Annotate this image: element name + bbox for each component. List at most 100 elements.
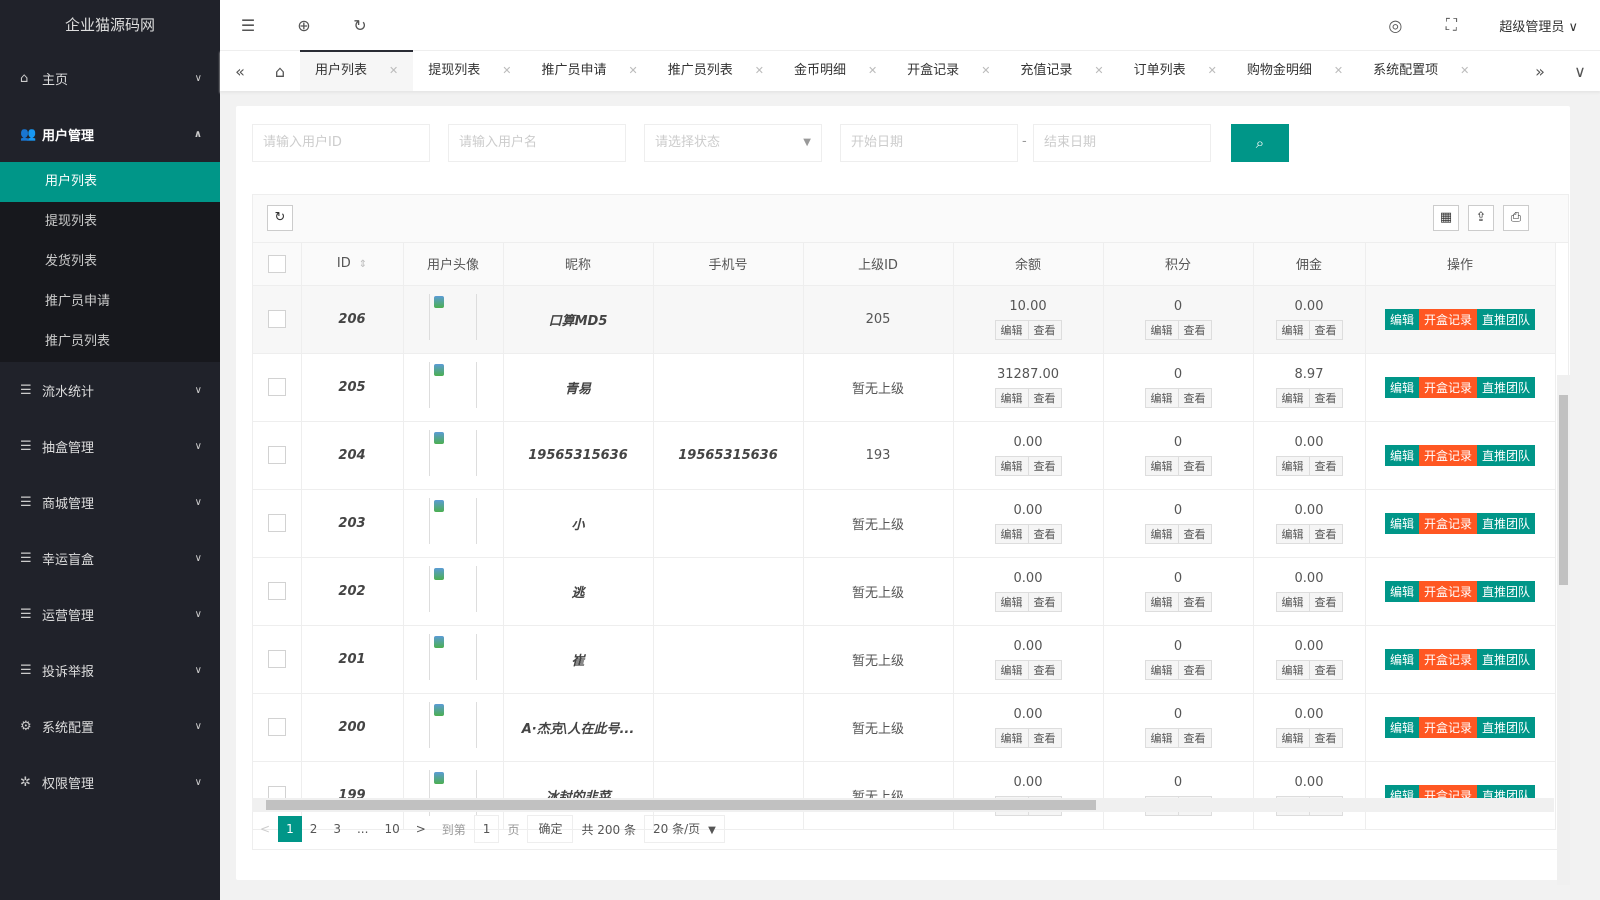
box-records-button[interactable]: 开盒记录 bbox=[1418, 580, 1477, 602]
edit-button[interactable]: 编辑 bbox=[1145, 456, 1178, 475]
sidebar-item[interactable]: ⚙ 系统配置 ∨ bbox=[20, 718, 202, 736]
edit-user-button[interactable]: 编辑 bbox=[1384, 716, 1419, 738]
box-records-button[interactable]: 开盒记录 bbox=[1418, 376, 1477, 398]
row-checkbox[interactable] bbox=[267, 650, 286, 668]
edit-button[interactable]: 编辑 bbox=[995, 456, 1028, 475]
tabs-menu-icon[interactable]: ∨ bbox=[1574, 61, 1586, 81]
confirm-button[interactable]: 确定 bbox=[527, 815, 574, 843]
tab[interactable]: 系统配置项 ✕ bbox=[1358, 51, 1484, 91]
vertical-scrollbar[interactable] bbox=[1557, 375, 1570, 885]
tabs-left-icon[interactable]: « bbox=[235, 61, 245, 81]
column-header[interactable]: ID ⇕ bbox=[301, 243, 404, 286]
view-button[interactable]: 查看 bbox=[1177, 388, 1211, 407]
user-id-input[interactable]: 请输入用户ID bbox=[252, 124, 430, 162]
edit-user-button[interactable]: 编辑 bbox=[1384, 648, 1419, 670]
view-button[interactable]: 查看 bbox=[1027, 320, 1061, 339]
view-button[interactable]: 查看 bbox=[1027, 456, 1061, 475]
export-icon[interactable]: ⇪ bbox=[1468, 205, 1494, 231]
close-icon[interactable]: ✕ bbox=[1333, 64, 1344, 77]
view-button[interactable]: 查看 bbox=[1027, 728, 1061, 747]
team-button[interactable]: 直推团队 bbox=[1477, 648, 1536, 670]
view-button[interactable]: 查看 bbox=[1177, 660, 1211, 679]
close-icon[interactable]: ✕ bbox=[389, 64, 399, 77]
close-icon[interactable]: ✕ bbox=[1207, 64, 1217, 77]
status-select[interactable]: 请选择状态 ▼ bbox=[644, 124, 822, 162]
submenu-item[interactable]: 提现列表 bbox=[45, 214, 98, 229]
box-records-button[interactable]: 开盒记录 bbox=[1418, 444, 1477, 466]
view-button[interactable]: 查看 bbox=[1177, 524, 1211, 543]
globe-icon[interactable]: ⊕ bbox=[297, 15, 311, 35]
tab[interactable]: 开盒记录 ✕ bbox=[892, 51, 1005, 91]
per-page-select[interactable]: 20 条/页 ▼ bbox=[644, 815, 725, 843]
edit-button[interactable]: 编辑 bbox=[995, 660, 1028, 679]
edit-button[interactable]: 编辑 bbox=[1145, 660, 1178, 679]
edit-button[interactable]: 编辑 bbox=[1276, 388, 1309, 407]
row-checkbox[interactable] bbox=[267, 378, 286, 396]
sidebar-item[interactable]: ☰ 抽盒管理 ∨ bbox=[20, 438, 202, 456]
view-button[interactable]: 查看 bbox=[1177, 320, 1211, 339]
view-button[interactable]: 查看 bbox=[1308, 728, 1342, 747]
tab[interactable]: 提现列表 ✕ bbox=[413, 51, 526, 91]
sidebar-item[interactable]: ☰ 运营管理 ∨ bbox=[20, 606, 202, 624]
submenu-item[interactable]: 推广员列表 bbox=[45, 334, 111, 349]
refresh-icon[interactable]: ↻ bbox=[353, 15, 367, 35]
close-icon[interactable]: ✕ bbox=[502, 64, 512, 77]
tabs-right-icon[interactable]: » bbox=[1535, 61, 1545, 81]
next-page-button[interactable]: > bbox=[415, 822, 426, 836]
sidebar-item[interactable]: ☰ 商城管理 ∨ bbox=[20, 494, 202, 512]
start-date-input[interactable]: 开始日期 bbox=[840, 124, 1018, 162]
page-button[interactable]: 2 bbox=[309, 822, 318, 836]
print-icon[interactable]: ⎙ bbox=[1503, 205, 1529, 231]
view-button[interactable]: 查看 bbox=[1027, 524, 1061, 543]
edit-button[interactable]: 编辑 bbox=[995, 728, 1028, 747]
menu-toggle-icon[interactable]: ☰ bbox=[240, 15, 256, 35]
page-button[interactable]: 10 bbox=[384, 822, 400, 836]
close-icon[interactable]: ✕ bbox=[981, 64, 991, 77]
view-button[interactable]: 查看 bbox=[1027, 592, 1061, 611]
sort-icon[interactable]: ⇕ bbox=[358, 259, 368, 271]
edit-button[interactable]: 编辑 bbox=[995, 524, 1028, 543]
edit-button[interactable]: 编辑 bbox=[1145, 388, 1178, 407]
close-icon[interactable]: ✕ bbox=[867, 64, 878, 77]
box-records-button[interactable]: 开盒记录 bbox=[1418, 512, 1477, 534]
team-button[interactable]: 直推团队 bbox=[1477, 716, 1536, 738]
view-button[interactable]: 查看 bbox=[1308, 388, 1342, 407]
close-icon[interactable]: ✕ bbox=[628, 64, 638, 77]
tab[interactable]: 推广员列表 ✕ bbox=[653, 51, 779, 91]
edit-button[interactable]: 编辑 bbox=[1276, 592, 1309, 611]
sidebar-item[interactable]: ☰ 投诉举报 ∨ bbox=[20, 662, 202, 680]
view-button[interactable]: 查看 bbox=[1027, 388, 1061, 407]
close-icon[interactable]: ✕ bbox=[754, 64, 764, 77]
page-button[interactable]: 3 bbox=[333, 822, 341, 836]
view-button[interactable]: 查看 bbox=[1027, 660, 1061, 679]
tab[interactable]: 订单列表 ✕ bbox=[1119, 51, 1232, 91]
sidebar-item[interactable]: ☰ 流水统计 ∨ bbox=[20, 382, 202, 400]
edit-button[interactable]: 编辑 bbox=[1145, 592, 1178, 611]
search-button[interactable]: ⌕ bbox=[1231, 124, 1289, 162]
view-button[interactable]: 查看 bbox=[1308, 320, 1342, 339]
view-button[interactable]: 查看 bbox=[1177, 728, 1211, 747]
theme-icon[interactable]: ◎ bbox=[1388, 15, 1403, 35]
box-records-button[interactable]: 开盒记录 bbox=[1418, 308, 1477, 330]
columns-icon[interactable]: ▦ bbox=[1433, 205, 1459, 231]
edit-user-button[interactable]: 编辑 bbox=[1384, 308, 1419, 330]
end-date-input[interactable]: 结束日期 bbox=[1033, 124, 1211, 162]
edit-button[interactable]: 编辑 bbox=[1276, 660, 1309, 679]
edit-button[interactable]: 编辑 bbox=[1145, 524, 1178, 543]
sidebar-item[interactable]: 👥 用户管理 ∧ bbox=[20, 126, 202, 144]
tab[interactable]: 金币明细 ✕ bbox=[779, 51, 892, 91]
view-button[interactable]: 查看 bbox=[1308, 456, 1342, 475]
team-button[interactable]: 直推团队 bbox=[1477, 444, 1536, 466]
submenu-item[interactable]: 推广员申请 bbox=[45, 294, 111, 309]
submenu-item[interactable]: 用户列表 bbox=[0, 162, 220, 202]
edit-button[interactable]: 编辑 bbox=[1276, 728, 1309, 747]
table-refresh-icon[interactable]: ↻ bbox=[267, 205, 293, 231]
tab[interactable]: 推广员申请 ✕ bbox=[526, 51, 652, 91]
prev-page-button[interactable]: < bbox=[260, 822, 271, 836]
sidebar-item[interactable]: ⌂ 主页 ∨ bbox=[20, 70, 202, 88]
edit-button[interactable]: 编辑 bbox=[1276, 456, 1309, 475]
close-icon[interactable]: ✕ bbox=[1460, 64, 1470, 77]
close-icon[interactable]: ✕ bbox=[1094, 64, 1104, 77]
box-records-button[interactable]: 开盒记录 bbox=[1418, 648, 1477, 670]
edit-button[interactable]: 编辑 bbox=[1145, 320, 1178, 339]
